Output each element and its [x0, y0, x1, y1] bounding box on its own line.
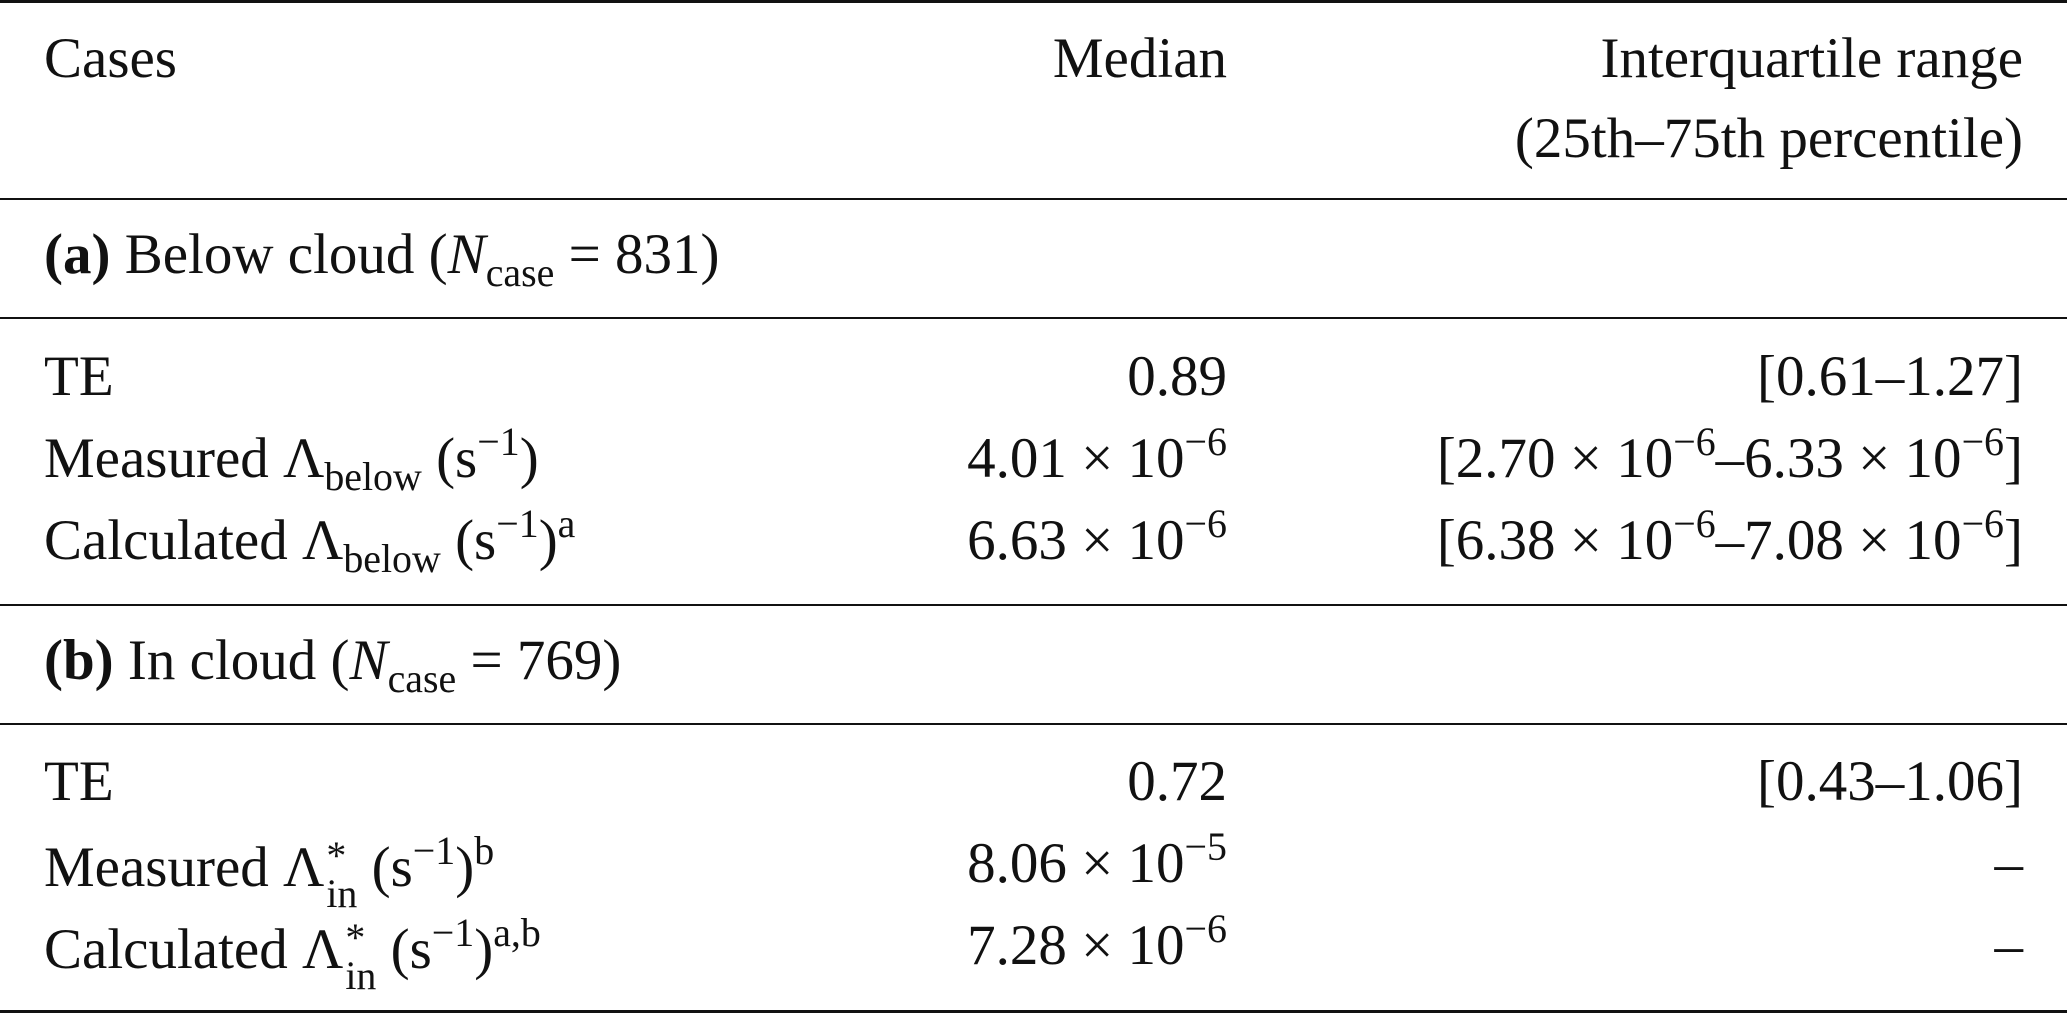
- table-top-rule: [0, 0, 2067, 3]
- section-b-label: (b): [44, 629, 114, 692]
- row-b-measured-name: Measured Λ * in (s−1)b: [44, 828, 495, 916]
- section-a-title-text: Below cloud (: [124, 223, 448, 286]
- section-a-n-sub: case: [485, 249, 555, 295]
- row-a-calculated-name: Calculated Λbelow (s−1)a: [44, 501, 576, 581]
- row-a-measured-iqr: [2.70 × 10−6–6.33 × 10−6]: [1436, 419, 2023, 490]
- row-a-te-name: TE: [44, 345, 114, 408]
- header-iqr-line1: Interquartile range: [1600, 27, 2023, 90]
- section-b-top-rule: [0, 604, 2067, 606]
- footnote-marker: a,b: [493, 910, 541, 956]
- footnote-marker: b: [474, 828, 495, 874]
- row-a-measured-median: 4.01 × 10−6: [967, 419, 1227, 490]
- row-b-measured-iqr: –: [1994, 832, 2024, 895]
- row-a-calculated-iqr: [6.38 × 10−6–7.08 × 10−6]: [1436, 501, 2023, 572]
- section-b-title-text: In cloud (: [127, 629, 350, 692]
- section-a-title: (a) Below cloud (Ncase = 831): [44, 223, 720, 292]
- row-b-te-name: TE: [44, 750, 114, 813]
- section-a-n-value: = 831): [554, 223, 720, 286]
- row-b-measured-median: 8.06 × 10−5: [967, 824, 1227, 895]
- row-a-measured-name: Measured Λbelow (s−1): [44, 419, 539, 499]
- table-bottom-rule: [0, 1010, 2067, 1013]
- header-cases: Cases: [44, 27, 177, 90]
- section-b-rule: [0, 723, 2067, 725]
- row-a-calculated-median: 6.63 × 10−6: [967, 501, 1227, 572]
- section-a-label: (a): [44, 223, 111, 286]
- row-b-te-median: 0.72: [1127, 750, 1227, 813]
- section-b-n-sub: case: [387, 655, 457, 701]
- footnote-marker: a: [557, 501, 576, 547]
- section-b-n-value: = 769): [456, 629, 622, 692]
- row-b-calculated-median: 7.28 × 10−6: [967, 906, 1227, 977]
- section-a-n-symbol: N: [447, 223, 486, 286]
- row-a-te-iqr: [0.61–1.27]: [1757, 345, 2023, 408]
- header-rule: [0, 198, 2067, 200]
- section-b-n-symbol: N: [349, 629, 388, 692]
- section-b-title: (b) In cloud (Ncase = 769): [44, 629, 622, 698]
- row-b-calculated-iqr: –: [1994, 914, 2024, 977]
- header-median: Median: [1052, 27, 1227, 90]
- row-a-te-median: 0.89: [1127, 345, 1227, 408]
- section-a-rule: [0, 317, 2067, 319]
- row-b-te-iqr: [0.43–1.06]: [1757, 750, 2023, 813]
- row-b-calculated-name: Calculated Λ * in (s−1)a,b: [44, 910, 541, 998]
- header-iqr-line2: (25th–75th percentile): [1514, 107, 2023, 170]
